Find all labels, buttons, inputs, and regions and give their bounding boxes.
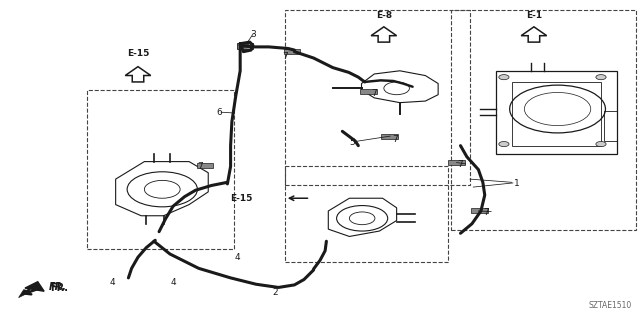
Text: 7: 7 (458, 160, 463, 169)
Text: 7: 7 (392, 135, 398, 144)
Text: 7: 7 (197, 162, 203, 171)
Bar (196, 163, 213, 168)
Bar (451, 10, 636, 230)
Bar (284, 49, 300, 54)
Bar (237, 43, 253, 49)
Bar (495, 71, 617, 154)
Text: E-8: E-8 (376, 11, 392, 20)
Circle shape (499, 141, 509, 147)
Text: E-15: E-15 (127, 49, 149, 58)
Bar (87, 90, 234, 249)
Text: 4: 4 (109, 278, 115, 287)
Bar (471, 209, 488, 213)
Text: 4: 4 (170, 278, 176, 287)
Text: 2: 2 (273, 288, 278, 297)
Text: 6: 6 (216, 108, 222, 117)
Text: 4: 4 (234, 253, 240, 262)
Bar (360, 89, 377, 94)
Text: E-15: E-15 (230, 194, 253, 203)
Text: 5: 5 (349, 138, 355, 147)
Text: FR.: FR. (51, 284, 68, 293)
Text: 7: 7 (371, 89, 377, 98)
Text: FR.: FR. (49, 283, 67, 292)
Text: E-1: E-1 (526, 11, 542, 20)
Bar (511, 82, 601, 146)
Text: 7: 7 (282, 52, 288, 61)
Circle shape (499, 75, 509, 80)
Circle shape (596, 141, 606, 147)
Circle shape (241, 44, 250, 48)
Bar (285, 10, 470, 186)
Text: 1: 1 (514, 180, 520, 188)
Circle shape (596, 75, 606, 80)
Text: 7: 7 (483, 208, 489, 217)
Bar (449, 160, 465, 165)
Text: SZTAE1510: SZTAE1510 (588, 301, 632, 310)
Polygon shape (25, 282, 44, 291)
Bar (604, 111, 617, 141)
Bar (285, 166, 448, 262)
Bar (381, 134, 398, 139)
Polygon shape (19, 290, 31, 298)
Text: 3: 3 (250, 30, 256, 39)
